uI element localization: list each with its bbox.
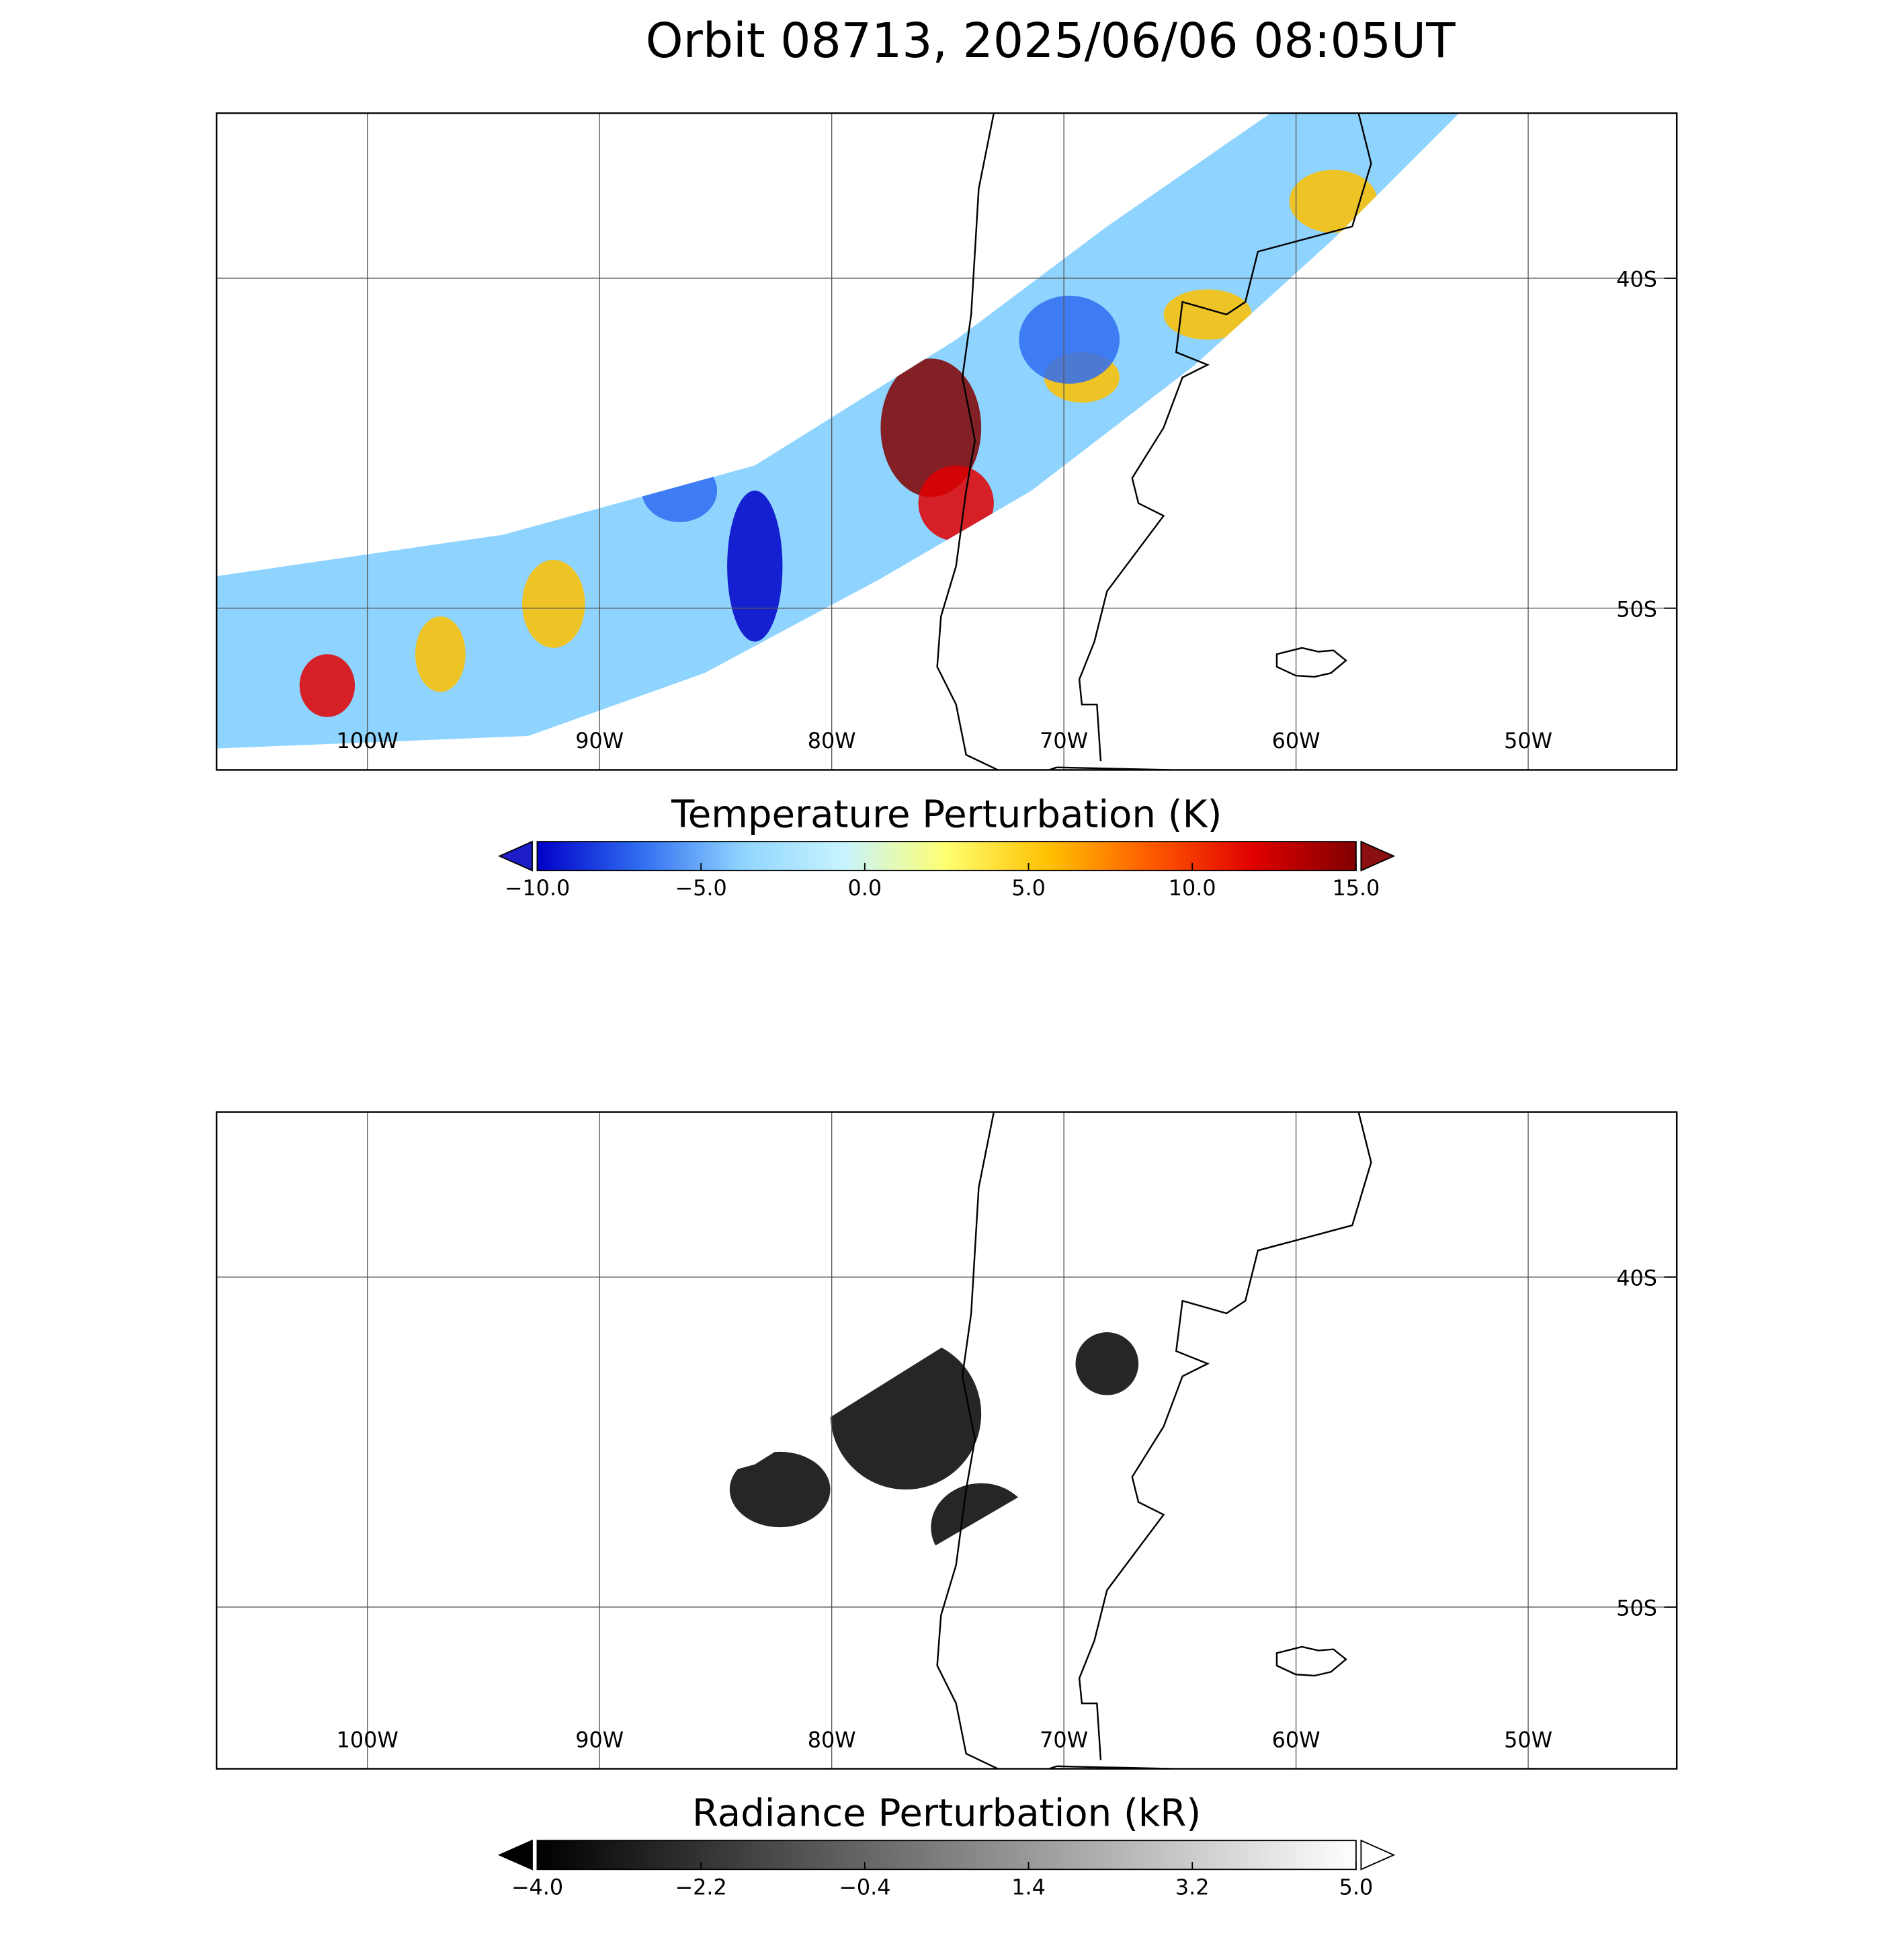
lon-tick-label: 90W bbox=[575, 728, 624, 753]
colorbar-under bbox=[498, 1839, 533, 1871]
colorbar-tick-label: 15.0 bbox=[1332, 875, 1380, 901]
swath-feature bbox=[641, 459, 718, 522]
swath-feature bbox=[522, 559, 585, 648]
colorbar-tick-label: 10.0 bbox=[1169, 875, 1216, 901]
swath-feature bbox=[1163, 289, 1252, 340]
colorbar-tick-label: −4.0 bbox=[511, 1874, 563, 1900]
colorbar-tick-label: 5.0 bbox=[1339, 1874, 1374, 1900]
colorbar-tick-label: −2.2 bbox=[675, 1874, 727, 1900]
lon-tick-label: 60W bbox=[1272, 1727, 1320, 1752]
swath-feature bbox=[299, 654, 355, 717]
swath-feature bbox=[704, 1502, 806, 1653]
lon-tick-label: 100W bbox=[337, 1727, 399, 1752]
lon-tick-label: 80W bbox=[808, 728, 856, 753]
swath-feature bbox=[729, 1451, 831, 1528]
lon-tick-label: 70W bbox=[1040, 1727, 1088, 1752]
swath-feature bbox=[302, 1640, 454, 1742]
colorbar-label: Temperature Perturbation (K) bbox=[671, 792, 1222, 836]
swath-feature bbox=[528, 1590, 679, 1691]
colorbar-tick-label: 0.0 bbox=[848, 875, 882, 901]
map-frame bbox=[215, 112, 1678, 771]
swath-feature bbox=[880, 358, 982, 497]
lon-tick-label: 60W bbox=[1272, 728, 1320, 753]
title: Orbit 08713, 2025/06/06 08:05UT bbox=[646, 13, 1456, 69]
lat-tick-label: 40S bbox=[1616, 1266, 1657, 1291]
colorbar-tick-label: −10.0 bbox=[505, 875, 570, 901]
colorbar bbox=[536, 1840, 1357, 1871]
lon-tick-label: 100W bbox=[337, 728, 399, 753]
colorbar-under bbox=[498, 840, 533, 872]
lon-tick-label: 70W bbox=[1040, 728, 1088, 753]
coastline-east bbox=[1078, 1112, 1372, 1760]
swath-feature bbox=[1075, 1332, 1139, 1395]
swath-feature bbox=[1019, 295, 1120, 384]
swath-feature bbox=[415, 616, 466, 692]
swath-feature bbox=[1107, 1187, 1233, 1289]
swath-feature bbox=[727, 490, 783, 642]
falklands bbox=[1275, 647, 1347, 678]
swath-feature bbox=[1289, 169, 1378, 233]
lon-tick-label: 50W bbox=[1504, 1727, 1552, 1752]
colorbar-over bbox=[1360, 840, 1396, 872]
lat-tick-label: 50S bbox=[1616, 1596, 1657, 1621]
lon-tick-label: 50W bbox=[1504, 728, 1552, 753]
colorbar-label: Radiance Perturbation (kR) bbox=[692, 1791, 1201, 1835]
map-frame bbox=[215, 1111, 1678, 1770]
coastline-east bbox=[1078, 113, 1372, 762]
swath-feature bbox=[830, 1338, 982, 1490]
lat-tick-label: 50S bbox=[1616, 597, 1657, 622]
colorbar-over bbox=[1360, 1839, 1396, 1871]
swath bbox=[216, 1112, 1460, 1748]
lon-tick-label: 80W bbox=[808, 1727, 856, 1752]
falklands bbox=[1275, 1645, 1347, 1677]
swath-feature bbox=[931, 1483, 1032, 1571]
colorbar bbox=[536, 841, 1357, 872]
lat-tick-label: 40S bbox=[1616, 267, 1657, 292]
swath-feature bbox=[918, 465, 994, 541]
colorbar-tick-label: −0.4 bbox=[839, 1874, 890, 1900]
colorbar-tick-label: −5.0 bbox=[675, 875, 727, 901]
coastline-west bbox=[936, 1112, 1057, 1769]
lon-tick-label: 90W bbox=[575, 1727, 624, 1752]
colorbar-tick-label: 5.0 bbox=[1011, 875, 1046, 901]
colorbar-tick-label: 1.4 bbox=[1011, 1874, 1046, 1900]
coastline-west bbox=[936, 113, 1057, 770]
swath bbox=[216, 113, 1460, 749]
colorbar-tick-label: 3.2 bbox=[1175, 1874, 1210, 1900]
coastline bbox=[936, 113, 1372, 770]
